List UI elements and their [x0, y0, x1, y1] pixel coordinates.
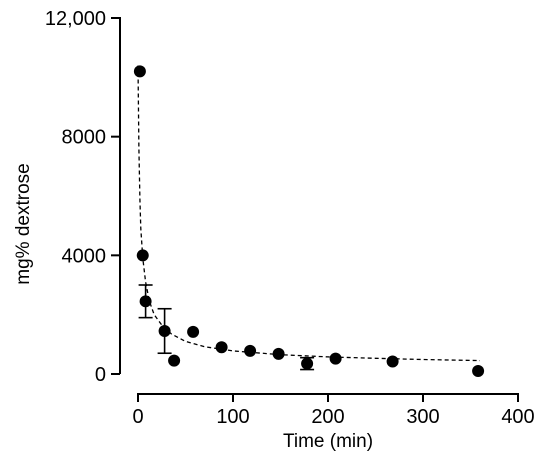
data-point: [136, 249, 149, 262]
data-point: [158, 324, 171, 337]
data-point: [301, 357, 314, 370]
data-point: [133, 65, 146, 78]
x-tick-label: 0: [132, 406, 143, 428]
data-point: [386, 355, 399, 368]
y-axis-title: mg% dextrose: [13, 163, 34, 284]
x-axis-title: Time (min): [283, 431, 373, 452]
x-tick-label: 300: [406, 406, 439, 428]
data-point: [472, 365, 485, 378]
data-point: [272, 347, 285, 360]
data-point: [215, 341, 228, 354]
data-point: [168, 354, 181, 367]
x-tick-label: 100: [216, 406, 249, 428]
data-point: [244, 344, 257, 357]
data-point: [329, 352, 342, 365]
x-tick-label: 200: [311, 406, 344, 428]
x-ticks: 0 100 200 300 400: [132, 394, 535, 428]
y-tick-label: 4000: [62, 245, 107, 267]
y-tick-label: 0: [95, 364, 106, 386]
y-tick-label: 12,000: [45, 8, 106, 30]
y-ticks: 0 4000 8000 12,000: [45, 8, 120, 386]
fit-curve: [137, 65, 481, 362]
data-points: [133, 65, 485, 378]
data-point: [139, 295, 152, 308]
y-tick-label: 8000: [62, 127, 107, 149]
x-tick-label: 400: [501, 406, 534, 428]
data-point: [187, 325, 200, 338]
